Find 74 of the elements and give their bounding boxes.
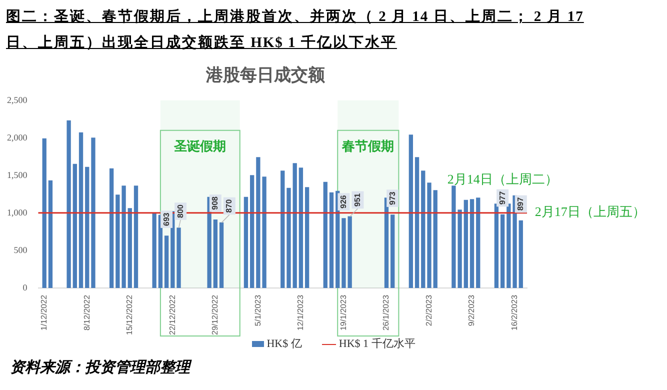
- bar: [390, 214, 395, 288]
- y-tick-label: 500: [14, 244, 28, 255]
- data-label: 951: [352, 192, 362, 207]
- bar: [48, 180, 53, 288]
- bar: [250, 175, 254, 288]
- x-tick-label: 19/1/2023: [338, 294, 348, 331]
- bar: [213, 220, 218, 288]
- y-tick-label: 1,000: [7, 207, 28, 218]
- data-label: 926: [338, 194, 348, 208]
- data-label: 870: [224, 198, 234, 213]
- bar: [280, 170, 285, 288]
- x-tick-label: 15/12/2022: [125, 294, 134, 336]
- bar: [42, 138, 46, 288]
- annotation: 2月17日（上周五）: [534, 204, 646, 220]
- data-label: 977: [498, 190, 507, 205]
- bar: [427, 182, 432, 288]
- bar: [329, 192, 334, 288]
- bar: [207, 196, 212, 288]
- bar: [219, 222, 224, 288]
- y-tick-label: 2,000: [7, 132, 28, 142]
- x-tick-label: 2/2/2023: [424, 294, 434, 326]
- bar: [152, 212, 156, 288]
- x-tick-label: 22/12/2022: [168, 294, 177, 336]
- bar: [494, 204, 499, 288]
- bar: [72, 164, 77, 288]
- bar: [476, 198, 480, 288]
- data-label: 897: [516, 196, 526, 211]
- data-label: 800: [176, 204, 185, 218]
- bar: [304, 187, 310, 288]
- bar: [134, 186, 138, 288]
- bar: [500, 214, 505, 288]
- band-label: 春节假期: [341, 138, 394, 154]
- data-label: 908: [210, 196, 220, 210]
- data-label: 973: [388, 191, 397, 205]
- x-tick-label: 9/2/2023: [467, 294, 476, 326]
- bar: [408, 134, 413, 288]
- bar: [298, 168, 304, 288]
- bar: [433, 190, 438, 288]
- bar: [109, 168, 114, 288]
- annotation: 2月14日（上周二）: [447, 172, 558, 187]
- bar: [323, 182, 328, 288]
- text: 资料来源：投资管理部整理: [10, 358, 190, 377]
- bar: [85, 166, 90, 288]
- bar: [286, 188, 291, 288]
- x-tick-label: 29/12/2022: [210, 294, 220, 336]
- bar: [176, 228, 181, 288]
- x-tick-label: 12/1/2023: [296, 294, 306, 331]
- x-tick-label: 8/12/2022: [82, 294, 92, 331]
- bar: [244, 196, 248, 288]
- chart-subtitle: 港股每日成交额: [205, 66, 326, 85]
- x-tick-label: 5/1/2023: [253, 294, 262, 326]
- x-tick-label: 26/1/2023: [382, 294, 391, 331]
- bar: [292, 163, 297, 288]
- x-tick-label: 1/12/2022: [40, 294, 49, 331]
- bar: [464, 200, 468, 288]
- y-tick-label: 1,500: [7, 170, 28, 180]
- x-tick-label: 16/2/2023: [510, 294, 519, 331]
- bar: [470, 199, 474, 288]
- bar: [91, 138, 96, 288]
- bar: [66, 120, 71, 288]
- bar: [128, 208, 132, 288]
- legend-label: HK$ 1 千亿水平: [338, 338, 416, 350]
- y-tick-label: 2,500: [7, 94, 28, 105]
- bar: [414, 157, 420, 288]
- data-label: 693: [162, 212, 171, 226]
- bar: [384, 198, 389, 288]
- bar: [421, 170, 426, 288]
- legend-label: HK$ 亿: [266, 338, 302, 350]
- y-tick-label: 0: [22, 282, 28, 292]
- chart-title: 图二：圣诞、春节假期后，上周港股首次、并两次（ 2 月 14 日、上周二； 2 月 17 日、上周五）出现全日成交额跌至 HK$ 1 千亿以下水平: [6, 8, 585, 53]
- band-label: 圣诞假期: [173, 138, 226, 154]
- bar: [164, 236, 169, 288]
- bar: [78, 132, 84, 288]
- bar: [518, 220, 523, 288]
